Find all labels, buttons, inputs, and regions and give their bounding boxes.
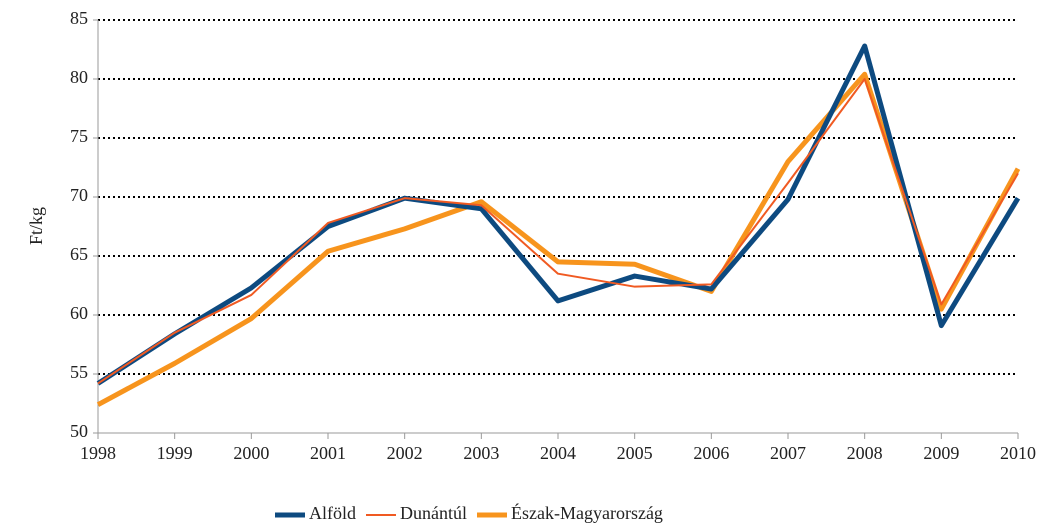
x-tick-label: 2003 (463, 443, 499, 463)
x-tick-label: 1998 (80, 443, 116, 463)
x-tick-label: 2009 (923, 443, 959, 463)
legend-label: Észak-Magyarország (511, 502, 663, 523)
legend-label: Alföld (309, 503, 356, 523)
y-tick-label: 70 (70, 185, 88, 205)
x-tick-label: 2002 (387, 443, 423, 463)
x-tick-label: 2004 (540, 443, 576, 463)
y-tick-label: 65 (70, 244, 88, 264)
x-tick-label: 2000 (233, 443, 269, 463)
x-tick-label: 2010 (1000, 443, 1036, 463)
x-tick-label: 2008 (847, 443, 883, 463)
y-tick-label: 55 (70, 362, 88, 382)
x-tick-label: 2005 (617, 443, 653, 463)
series-line (96, 71, 1021, 407)
y-tick-label: 50 (70, 421, 88, 441)
series-line (97, 78, 1019, 385)
x-tick-label: 2006 (693, 443, 729, 463)
y-tick-label: 60 (70, 303, 88, 323)
x-tick-label: 1999 (157, 443, 193, 463)
y-axis-label: Ft/kg (26, 207, 46, 245)
y-tick-label: 80 (70, 67, 88, 87)
y-tick-label: 75 (70, 126, 88, 146)
y-tick-label: 85 (70, 8, 88, 28)
series-line (96, 43, 1021, 386)
legend-label: Dunántúl (400, 503, 467, 523)
x-tick-label: 2007 (770, 443, 806, 463)
x-tick-label: 2001 (310, 443, 346, 463)
